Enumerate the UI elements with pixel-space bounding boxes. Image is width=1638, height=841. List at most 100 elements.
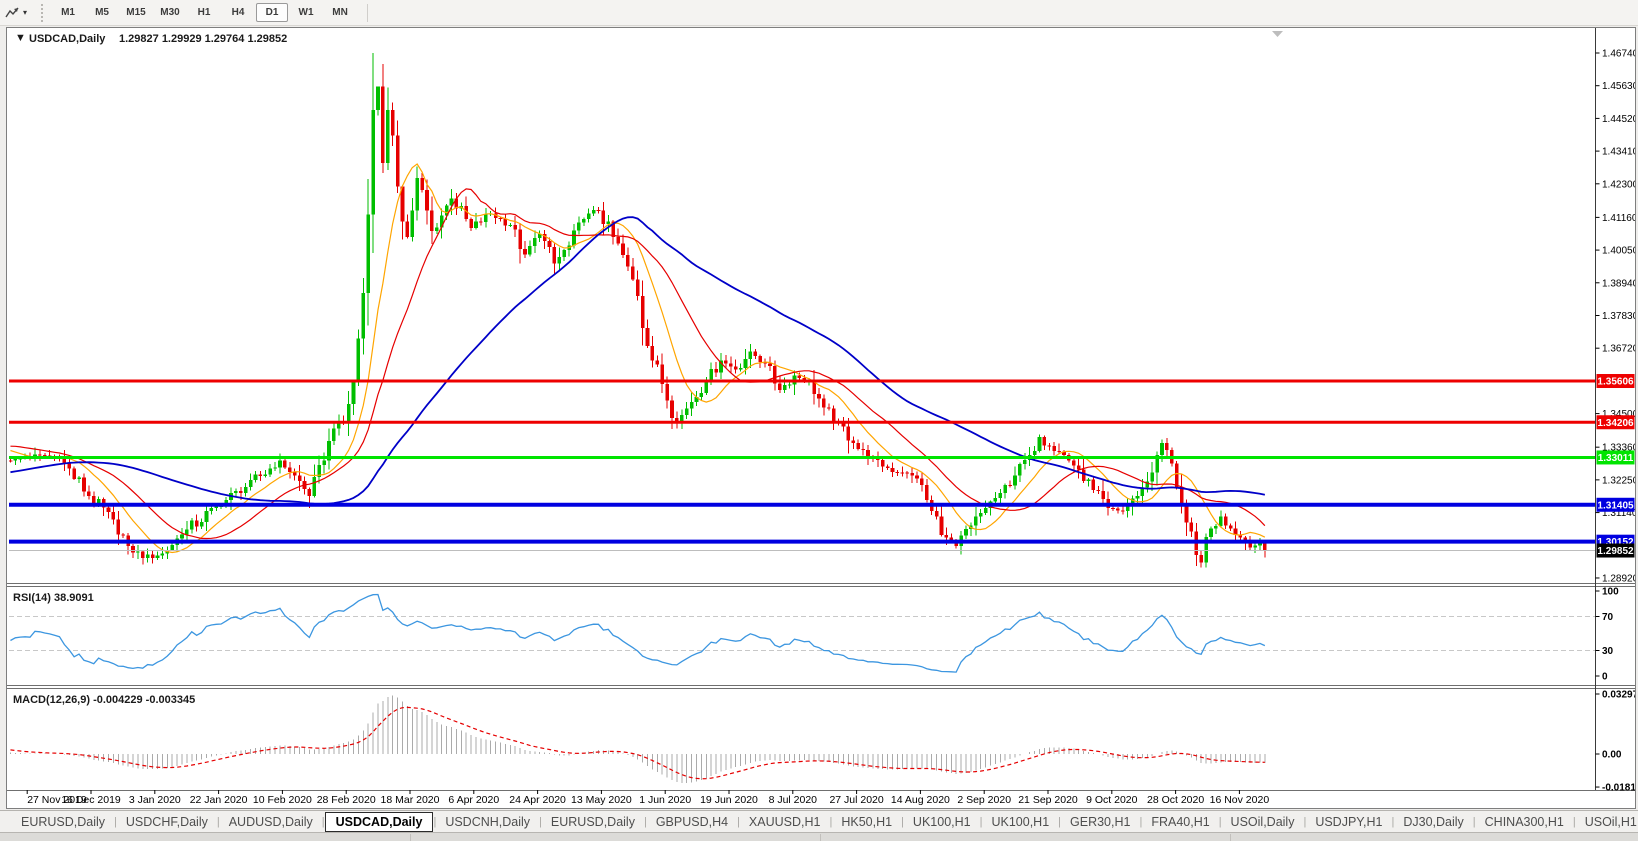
tab-separator: | [539,816,542,828]
moving-average-lines [10,163,1266,554]
tab-separator: | [1139,816,1143,828]
svg-text:0.00: 0.00 [1602,750,1622,761]
tab-separator: | [829,816,833,828]
chart-dropdown-icon[interactable]: ▼ [15,32,26,44]
date-label: 2 Sep 2020 [957,794,1011,806]
chart-tab-uk100-h1[interactable]: UK100,H1 [912,815,971,829]
chart-tab-fra40-h1[interactable]: FRA40,H1 [1151,815,1210,829]
chart-tab-usdjpy-h1[interactable]: USDJPY,H1 [1315,815,1383,829]
date-label: 19 Jun 2020 [700,794,758,806]
tab-separator: | [1303,816,1307,828]
svg-text:1.38940: 1.38940 [1602,278,1635,289]
svg-text:1.31405: 1.31405 [1597,500,1634,511]
chart-tab-usoil-h1[interactable]: USOil,H1 [1584,815,1637,829]
price-scale: 1.46740 1.45630 1.44520 1.43410 1.42300 1.411… [1595,49,1638,584]
chart-tab-dj30-daily[interactable]: DJ30,Daily [1403,815,1464,829]
svg-text:1.44520: 1.44520 [1602,114,1635,125]
cursor-tool-caret-icon[interactable]: ▾ [23,8,28,17]
svg-text:1.41160: 1.41160 [1602,213,1635,224]
svg-text:1.32250: 1.32250 [1602,475,1635,486]
svg-text:1.33360: 1.33360 [1602,443,1635,454]
svg-text:0.032972: 0.032972 [1602,689,1635,700]
svg-text:0: 0 [1602,672,1608,683]
chart-tab-xauusd-h1[interactable]: XAUUSD,H1 [748,815,821,829]
chart-tab-china300-h1[interactable]: CHINA300,H1 [1484,815,1564,829]
date-label: 8 Jul 2020 [769,794,818,806]
timeframe-button-h1[interactable]: H1 [197,7,211,18]
date-label: 13 May 2020 [571,794,632,806]
chart-tab-uk100-h1[interactable]: UK100,H1 [991,815,1050,829]
timeframe-button-m1[interactable]: M1 [61,7,75,18]
timeframe-buttons: M1 M5 M15 M30 H1 H4 D1 W1 MN [51,3,357,22]
tab-separator: | [1391,816,1395,828]
date-label: 28 Feb 2020 [317,794,376,806]
svg-text:100: 100 [1602,587,1619,598]
tab-separator: | [1058,816,1062,828]
svg-text:70: 70 [1602,612,1614,623]
chart-tab-hk50-h1[interactable]: HK50,H1 [841,815,893,829]
top-toolbar: ▾ M1 M5 M15 M30 H1 H4 D1 W1 MN [0,0,1638,26]
chart-tab-eurusd-daily[interactable]: EURUSD,Daily [21,815,106,829]
chart-tab-eurusd-daily[interactable]: EURUSD,Daily [550,815,635,829]
svg-text:1.46740: 1.46740 [1602,49,1635,60]
chart-tab-usdcnh-daily[interactable]: USDCNH,Daily [445,815,531,829]
chart-tabs: EURUSD,Daily | USDCHF,Daily | AUDUSD,Daily | U… [0,812,1638,832]
date-label: 27 Nov 2019 [27,794,87,806]
rsi-label: RSI(14) 38.9091 [13,592,94,604]
tab-separator: | [901,816,904,828]
date-label: 1 Jun 2020 [639,794,691,806]
macd-pane: 0.032972 0.00 -0.018154 [9,689,1638,794]
svg-text:1.34500: 1.34500 [1602,409,1635,420]
timeframe-button-m15[interactable]: M15 [126,7,146,18]
chart-tab-ger30-h1[interactable]: GER30,H1 [1070,815,1131,829]
date-label: 28 Oct 2020 [1147,794,1204,806]
date-label: 10 Feb 2020 [253,794,312,806]
svg-text:1.30152: 1.30152 [1597,537,1634,548]
timeframe-button-d1[interactable]: D1 [256,3,289,22]
price-badges: 1.35606 1.34206 1.33011 1.31405 1.301521.298… [1596,374,1635,558]
chart-tab-usdchf-daily[interactable]: USDCHF,Daily [125,815,208,829]
svg-text:1.34206: 1.34206 [1597,418,1634,429]
chart-tab-usoil-daily[interactable]: USOil,Daily [1230,815,1295,829]
chart-tab-bar: EURUSD,Daily | USDCHF,Daily | AUDUSD,Daily | U… [0,810,1638,833]
timeframe-button-mn[interactable]: MN [332,7,348,18]
tab-separator: | [643,816,647,828]
svg-text:1.28920: 1.28920 [1602,573,1635,584]
date-label: 16 Dec 2019 [61,794,121,806]
chart-window: 1.46740 1.45630 1.44520 1.43410 1.42300 1.411… [6,27,1638,809]
timeframe-button-h4[interactable]: H4 [231,7,245,18]
timeframe-button-m5[interactable]: M5 [95,7,109,18]
date-label: 16 Nov 2020 [1210,794,1270,806]
timeframe-button-w1[interactable]: W1 [298,7,314,18]
tab-separator: | [321,816,325,828]
svg-text:1.43410: 1.43410 [1602,147,1635,158]
cursor-tool-icon[interactable] [4,5,20,21]
svg-text:30: 30 [1602,646,1614,657]
macd-label: MACD(12,26,9) -0.004229 -0.003345 [13,694,195,706]
svg-text:-0.018154: -0.018154 [1602,783,1635,794]
chart-shift-marker-icon[interactable] [1272,31,1283,37]
chart-tab-usdcad-daily[interactable]: USDCAD,Daily [324,812,434,832]
chart-title: USDCAD,Daily [29,33,106,45]
tab-separator: | [433,816,437,828]
svg-text:1.36720: 1.36720 [1602,344,1635,355]
tab-separator: | [1472,816,1476,828]
chart-canvas[interactable]: 1.46740 1.45630 1.44520 1.43410 1.42300 1.411… [7,28,1638,806]
chart-ohlc-values: 1.29827 1.29929 1.29764 1.29852 [119,33,287,45]
toolbar-grip[interactable] [41,3,44,22]
tab-separator: | [216,816,220,828]
svg-text:1.35606: 1.35606 [1597,377,1634,388]
date-label: 9 Oct 2020 [1086,794,1138,806]
svg-text:1.29852: 1.29852 [1597,546,1634,557]
date-label: 21 Sep 2020 [1018,794,1078,806]
chart-tab-audusd-daily[interactable]: AUDUSD,Daily [228,815,313,829]
svg-text:1.40050: 1.40050 [1602,246,1635,257]
date-label: 24 Apr 2020 [509,794,566,806]
svg-text:1.31140: 1.31140 [1602,508,1635,519]
chart-tab-gbpusd-h4[interactable]: GBPUSD,H4 [655,815,729,829]
timeframe-button-m30[interactable]: M30 [160,7,180,18]
pane-borders [7,28,1635,791]
tab-separator: | [979,816,983,828]
date-label: 6 Apr 2020 [448,794,499,806]
